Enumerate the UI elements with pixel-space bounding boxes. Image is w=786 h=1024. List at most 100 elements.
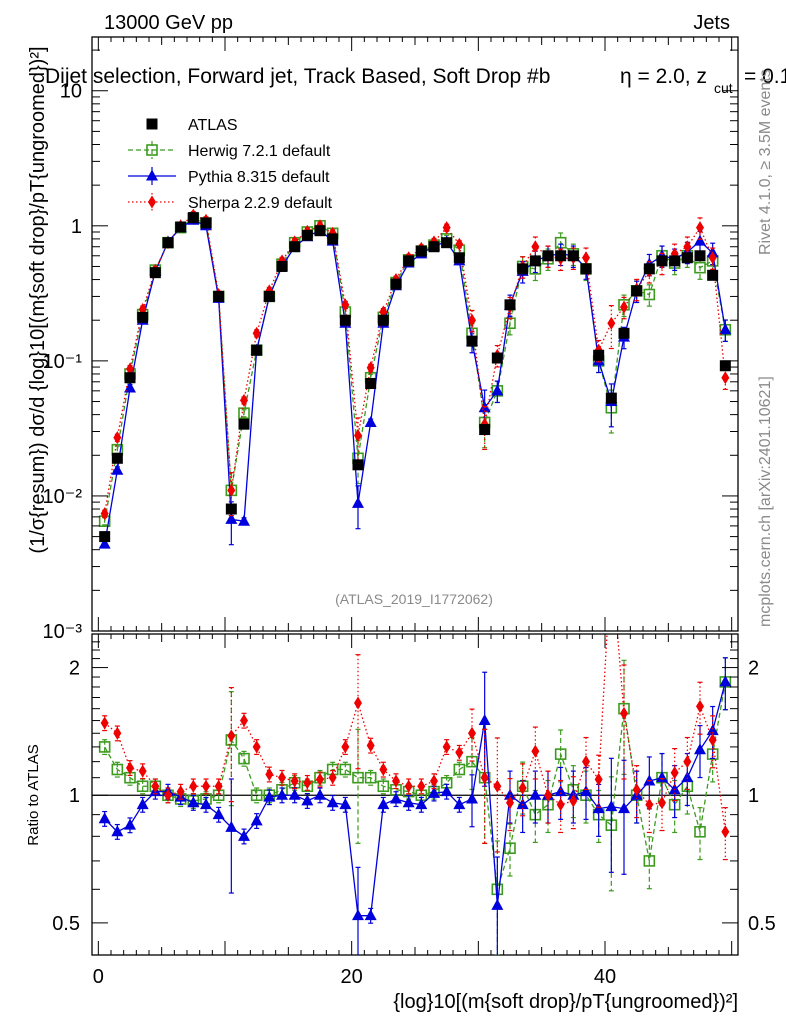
sherpa-2-2-9-default-point xyxy=(658,796,666,810)
main-y-tick-label: 1 xyxy=(71,216,82,238)
sherpa-2-2-9-default-point xyxy=(620,706,628,720)
legend-label: Pythia 8.315 default xyxy=(188,169,330,186)
herwig-7-2-1-default-point xyxy=(377,780,390,793)
pythia-8-315-default-point xyxy=(605,800,618,812)
ratio-y-axis-label: Ratio to ATLAS xyxy=(25,744,42,845)
sherpa-2-2-9-default-point xyxy=(569,794,578,808)
pythia-8-315-default-point xyxy=(339,798,352,810)
sherpa-2-2-9-default-point xyxy=(683,240,692,254)
sherpa-2-2-9-default-point xyxy=(582,251,590,265)
sherpa-2-2-9-default-point xyxy=(151,779,160,793)
sherpa-2-2-9-default-point xyxy=(278,771,286,785)
pythia-8-315-default-point xyxy=(656,771,668,783)
plot-title: Dijet selection, Forward jet, Track Base… xyxy=(45,65,550,88)
herwig-7-2-1-default-point xyxy=(339,763,352,776)
pythia-8-315-default-line xyxy=(104,219,726,545)
atlas-point xyxy=(643,263,655,275)
pythia-8-315-default-point xyxy=(352,909,364,921)
plot-title-sub: cut xyxy=(714,80,733,96)
atlas-point xyxy=(213,290,225,302)
pythia-8-315-default-point xyxy=(124,381,136,393)
herwig-7-2-1-default-line xyxy=(104,217,726,522)
atlas-point xyxy=(162,237,174,249)
herwig-7-2-1-default-point xyxy=(554,748,567,760)
pythia-8-315-default-point xyxy=(238,829,250,841)
pythia-8-315-default-point xyxy=(719,323,732,335)
atlas-point xyxy=(352,459,364,471)
plot-title-main: Dijet selection, Forward jet, Track Base… xyxy=(45,65,550,88)
atlas-point xyxy=(517,263,529,275)
atlas-point xyxy=(99,531,111,543)
sherpa-2-2-9-default-point xyxy=(240,714,248,728)
sherpa-2-2-9-default-point xyxy=(455,746,464,760)
analysis-id-label: (ATLAS_2019_I1772062) xyxy=(335,591,493,607)
x-axis-label: {log}10[(m{soft drop}/pT{ungroomed})²] xyxy=(393,991,738,1013)
legend: ATLAS Herwig 7.2.1 default Pythia 8.315 de… xyxy=(128,117,333,212)
pythia-8-315-default-point xyxy=(136,798,149,810)
sherpa-2-2-9-default-point xyxy=(582,755,590,769)
sherpa-2-2-9-default-point xyxy=(328,771,337,785)
herwig-7-2-1-default-point xyxy=(504,842,516,855)
herwig-7-2-1-default-point xyxy=(238,752,250,765)
atlas-point xyxy=(491,352,503,364)
sherpa-2-2-9-default-point xyxy=(531,744,540,758)
pythia-8-315-default-point xyxy=(694,234,706,246)
sherpa-2-2-9-default-point xyxy=(202,779,210,793)
main-y-tick-label: 10⁻³ xyxy=(43,621,83,643)
sherpa-2-2-9-default-point xyxy=(670,766,679,780)
sherpa-2-2-9-default-point xyxy=(696,221,704,235)
atlas-point xyxy=(390,278,402,290)
pythia-8-315-default-point xyxy=(681,771,694,783)
legend-marker-atlas xyxy=(146,118,158,130)
sherpa-2-2-9-default-point xyxy=(506,796,514,810)
sherpa-2-2-9-default-point xyxy=(164,788,172,802)
sherpa-2-2-9-default-point xyxy=(721,371,730,385)
sherpa-2-2-9-default-point xyxy=(252,326,261,340)
atlas-point xyxy=(555,250,567,262)
atlas-point xyxy=(428,241,440,253)
sherpa-2-2-9-default-point xyxy=(404,779,413,793)
atlas-point xyxy=(314,225,326,237)
pythia-8-315-default-point xyxy=(554,785,567,797)
sherpa-2-2-9-default-point xyxy=(379,762,388,776)
pythia-8-315-default-point xyxy=(402,796,415,808)
herwig-7-2-1-default-point xyxy=(352,771,364,784)
pythia-8-315-default-point xyxy=(288,788,301,800)
atlas-point xyxy=(137,311,149,323)
plot-title-eta: η = 2.0, z xyxy=(620,65,707,88)
atlas-point xyxy=(618,327,630,339)
plot-title-tail: = 0.1 xyxy=(744,65,786,88)
pythia-8-315-default-point xyxy=(301,794,314,806)
main-y-tick-label: 10 xyxy=(60,81,82,103)
sherpa-2-2-9-default-point xyxy=(721,825,730,839)
atlas-point xyxy=(504,299,516,311)
sherpa-2-2-9-default-point xyxy=(455,237,464,251)
sherpa-2-2-9-default-point xyxy=(417,779,426,793)
pythia-8-315-default-point xyxy=(111,825,124,837)
sherpa-2-2-9-default-point xyxy=(430,774,438,788)
sherpa-2-2-9-default-point xyxy=(354,696,362,710)
atlas-point xyxy=(187,212,199,224)
atlas-point xyxy=(466,335,478,347)
x-tick-label: 0 xyxy=(93,966,104,988)
atlas-point xyxy=(669,255,681,267)
herwig-7-2-1-default-point xyxy=(643,855,656,867)
pythia-8-315-default-point xyxy=(466,792,478,804)
herwig-7-2-1-default-line xyxy=(104,681,726,890)
atlas-point xyxy=(339,314,351,326)
sherpa-2-2-9-default-point xyxy=(442,221,451,235)
sherpa-2-2-9-default-point xyxy=(632,783,641,797)
pythia-8-315-default-point xyxy=(326,796,339,808)
pythia-8-315-default-point xyxy=(618,802,630,814)
atlas-point xyxy=(656,255,668,267)
sherpa-2-2-9-default-point xyxy=(366,361,375,375)
main-y-tick-label: 10⁻¹ xyxy=(43,351,83,373)
atlas-point xyxy=(365,377,377,389)
pythia-8-315-default-point xyxy=(567,788,580,800)
sherpa-2-2-9-default-point xyxy=(493,779,502,793)
pythia-8-315-default-point xyxy=(491,898,504,910)
pythia-8-315-default-point xyxy=(111,463,124,475)
pythia-8-315-default-point xyxy=(478,714,491,726)
sherpa-2-2-9-default-point xyxy=(176,785,185,799)
herwig-7-2-1-default-point xyxy=(136,780,149,793)
